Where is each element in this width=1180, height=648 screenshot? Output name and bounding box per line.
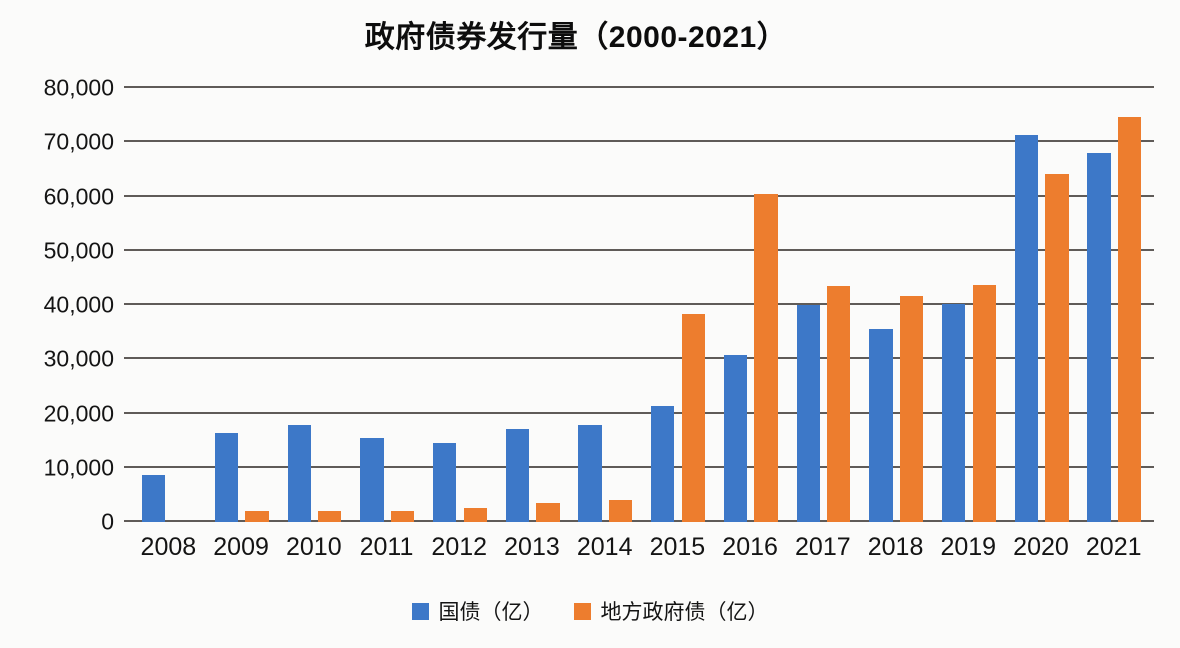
legend: 国债（亿） 地方政府债（亿） (0, 596, 1180, 626)
x-tick-label: 2021 (1085, 533, 1142, 561)
y-tick-label: 0 (101, 508, 114, 535)
x-tick-label: 2020 (1013, 533, 1069, 561)
bar-local-2020 (1045, 173, 1069, 522)
y-tick-label: 10,000 (43, 454, 114, 481)
bar-treasury-2013 (505, 428, 529, 522)
bar-group-2017 (786, 88, 859, 522)
x-tick-label: 2019 (940, 533, 997, 561)
bar-local-2011 (390, 511, 415, 522)
bar-treasury-2012 (433, 442, 457, 522)
bar-local-2009 (245, 511, 269, 522)
x-tick-label: 2011 (359, 533, 414, 561)
bar-group-2014 (568, 88, 641, 522)
gridline (124, 140, 1154, 143)
bar-treasury-2019 (942, 304, 966, 522)
y-tick-label: 80,000 (43, 74, 114, 101)
bar-group-2021 (1077, 88, 1150, 522)
bar-treasury-2018 (869, 328, 893, 522)
bar-local-2013 (536, 503, 560, 522)
y-axis: 0 10,000 20,000 30,000 40,000 50,000 60,000 70,… (0, 75, 114, 535)
bar-group-2020 (1005, 88, 1078, 522)
y-tick-label: 60,000 (43, 183, 114, 209)
gridline (124, 465, 1154, 468)
plot-area (124, 86, 1154, 522)
gridline (124, 303, 1154, 305)
legend-color-chip (573, 602, 591, 620)
bar-treasury-2015 (651, 406, 675, 522)
bar-group-2018 (859, 88, 932, 522)
chart-title: 政府债券发行量（2000-2021） (364, 21, 788, 54)
bar-local-2010 (318, 511, 342, 522)
gridline (124, 86, 1154, 88)
x-tick-label: 2010 (285, 533, 342, 561)
x-tick-label: 2012 (431, 533, 488, 561)
bar-treasury-2010 (287, 424, 311, 522)
x-tick-label: 2013 (504, 533, 560, 561)
bar-group-2019 (932, 88, 1005, 522)
bar-treasury-2009 (214, 433, 239, 522)
legend-color-chip (411, 602, 429, 620)
legend-label: 地方政府债（亿） (600, 601, 769, 624)
bar-group-2010 (277, 88, 350, 522)
bar-local-2017 (827, 286, 851, 522)
x-tick-label: 2017 (795, 533, 851, 561)
bar-treasury-2011 (360, 438, 384, 522)
y-tick-label: 40,000 (43, 291, 114, 318)
x-tick-label: 2008 (140, 533, 197, 561)
y-tick-label: 30,000 (43, 345, 114, 372)
gridline (124, 194, 1154, 197)
x-tick-label: 2014 (576, 533, 633, 561)
bar-local-2018 (899, 295, 924, 522)
bar-treasury-2017 (796, 305, 820, 522)
x-tick-label: 2015 (649, 533, 706, 561)
y-tick-label: 20,000 (43, 400, 114, 426)
gridline (124, 248, 1154, 251)
bar-treasury-2014 (578, 424, 602, 522)
x-tick-label: 2018 (867, 533, 924, 561)
bar-group-2008 (132, 88, 205, 522)
legend-item: 地方政府债（亿） (573, 596, 769, 626)
bar-group-2012 (423, 88, 496, 522)
bar-local-2016 (754, 193, 778, 522)
bar-treasury-2016 (723, 354, 748, 522)
y-tick-label: 50,000 (43, 237, 114, 264)
x-tick-label: 2016 (722, 533, 778, 561)
legend-label: 国债（亿） (438, 601, 544, 624)
bar-treasury-2020 (1014, 135, 1038, 522)
bar-local-2014 (608, 500, 633, 522)
gridline (124, 357, 1154, 360)
gridline (124, 520, 1154, 522)
x-axis: 2008 2009 2010 2011 2012 2013 2014 2015 2016 2017… (132, 533, 1150, 562)
bar-group-2015 (641, 88, 714, 522)
bar-local-2012 (463, 508, 487, 522)
x-tick-label: 2009 (213, 533, 269, 561)
bar-treasury-2021 (1087, 152, 1111, 522)
bar-group-2009 (205, 88, 278, 522)
bar-local-2015 (681, 313, 705, 522)
y-tick-label: 70,000 (43, 128, 114, 155)
bar-group-2016 (714, 88, 787, 522)
bar-group-2013 (496, 88, 569, 522)
gridline (124, 411, 1154, 414)
bar-treasury-2008 (142, 475, 166, 522)
bar-group-2011 (350, 88, 423, 522)
legend-item: 国债（亿） (411, 596, 544, 626)
bar-local-2019 (972, 285, 996, 522)
bar-local-2021 (1117, 116, 1142, 522)
